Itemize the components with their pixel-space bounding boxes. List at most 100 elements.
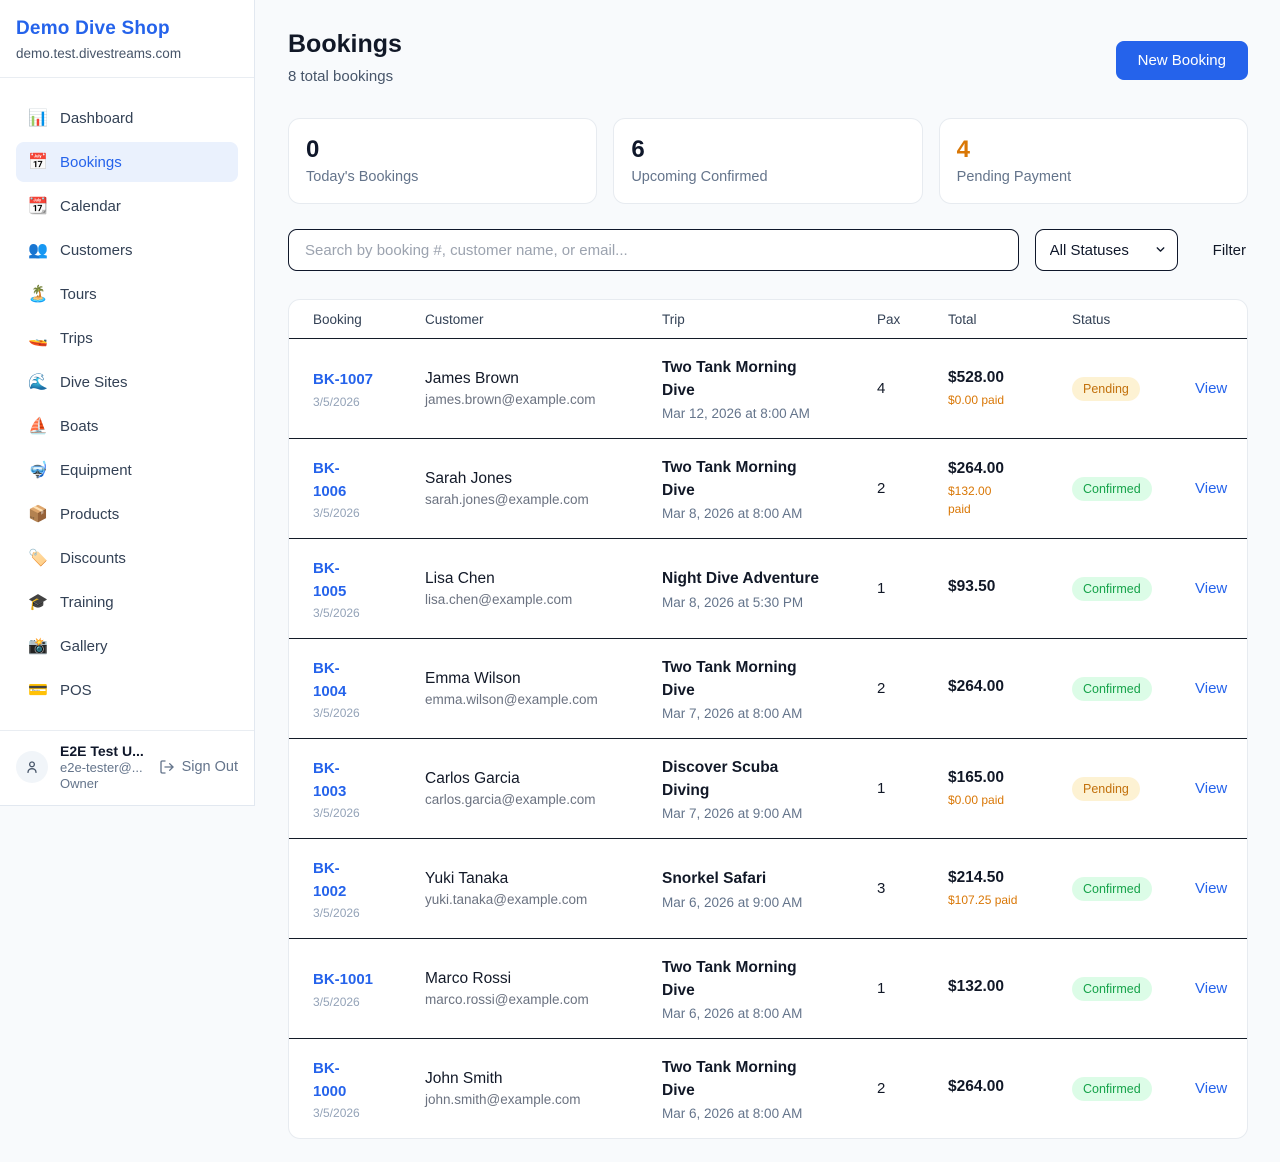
credit-card-icon: 💳 [28, 682, 48, 699]
stat-label: Upcoming Confirmed [631, 169, 768, 185]
sidebar-item-products[interactable]: 📦 Products [16, 494, 238, 534]
view-link[interactable]: View [1195, 379, 1228, 397]
calendar-date-icon: 📅 [28, 154, 48, 171]
person-icon [27, 761, 37, 773]
customer-email: yuki.tanaka@example.com [425, 892, 588, 907]
sidebar-item-label: Boats [60, 417, 99, 435]
table-row: BK- 1005 3/5/2026 Lisa Chen lisa.chen@ex… [289, 538, 1247, 638]
sidebar-item-bookings[interactable]: 📅 Bookings [16, 142, 238, 182]
paid-amount: $107.25 paid [948, 892, 1018, 907]
sidebar-item-trips[interactable]: 🚤 Trips [16, 318, 238, 358]
booking-id-link[interactable]: BK-1001 [313, 971, 374, 989]
status-badge: Confirmed [1072, 676, 1152, 701]
view-link[interactable]: View [1195, 679, 1228, 697]
sidebar-item-dashboard[interactable]: 📊 Dashboard [16, 98, 238, 138]
booking-date: 3/5/2026 [313, 606, 360, 621]
view-link[interactable]: View [1195, 879, 1228, 897]
trip-name: Two Tank Morning Dive [662, 658, 797, 699]
sign-out-button[interactable]: Sign Out [159, 759, 238, 775]
view-link[interactable]: View [1195, 479, 1228, 497]
trip-name: Two Tank Morning Dive [662, 1058, 797, 1099]
people-icon: 👥 [28, 242, 48, 259]
customer-email: lisa.chen@example.com [425, 592, 573, 607]
user-section: E2E Test U... e2e-tester@... Owner Sign … [0, 730, 254, 805]
search-input[interactable] [288, 229, 1019, 271]
sidebar-item-discounts[interactable]: 🏷️ Discounts [16, 538, 238, 578]
stats-row: 0 Today's Bookings 6 Upcoming Confirmed … [288, 118, 1248, 204]
table-row: BK- 1004 3/5/2026 Emma Wilson emma.wilso… [289, 638, 1247, 738]
total-amount: $165.00 [948, 768, 1005, 786]
island-icon: 🏝️ [28, 286, 48, 303]
col-status: Status [1072, 311, 1111, 327]
logout-icon [159, 760, 174, 774]
stat-card-pending-payment: 4 Pending Payment [938, 118, 1248, 204]
user-name: E2E Test U... [60, 743, 144, 759]
table-row: BK- 1002 3/5/2026 Yuki Tanaka yuki.tanak… [289, 838, 1247, 938]
sidebar-item-dive-sites[interactable]: 🌊 Dive Sites [16, 362, 238, 402]
total-amount: $264.00 [948, 459, 1005, 477]
booking-id-link[interactable]: BK- 1005 [313, 559, 347, 600]
booking-id-link[interactable]: BK- 1000 [313, 1059, 347, 1100]
sidebar-item-label: POS [60, 681, 92, 699]
sidebar-item-calendar[interactable]: 📆 Calendar [16, 186, 238, 226]
stat-label: Pending Payment [956, 169, 1072, 185]
pax-count: 2 [877, 480, 886, 497]
trip-time: Mar 8, 2026 at 8:00 AM [662, 506, 803, 522]
status-badge: Confirmed [1072, 1076, 1152, 1101]
booking-id-link[interactable]: BK-1007 [313, 371, 374, 389]
sidebar-item-label: Training [60, 593, 114, 611]
stat-card-todays-bookings: 0 Today's Bookings [288, 118, 598, 204]
col-booking: Booking [313, 311, 362, 327]
booking-id-link[interactable]: BK- 1004 [313, 659, 347, 700]
trip-name: Snorkel Safari [662, 870, 767, 888]
customer-name: Marco Rossi [425, 970, 512, 987]
pax-count: 3 [877, 880, 886, 897]
sidebar-item-gallery[interactable]: 📸 Gallery [16, 626, 238, 666]
booking-id-link[interactable]: BK- 1002 [313, 859, 347, 900]
status-badge: Pending [1072, 776, 1140, 801]
customer-email: sarah.jones@example.com [425, 492, 589, 507]
view-link[interactable]: View [1195, 579, 1228, 597]
sidebar-item-tours[interactable]: 🏝️ Tours [16, 274, 238, 314]
sidebar-item-equipment[interactable]: 🤿 Equipment [16, 450, 238, 490]
filter-row: All Statuses Filter [288, 229, 1248, 271]
sailboat-icon: ⛵ [28, 418, 48, 435]
sidebar-item-training[interactable]: 🎓 Training [16, 582, 238, 622]
bar-chart-icon: 📊 [28, 110, 48, 127]
sidebar-item-customers[interactable]: 👥 Customers [16, 230, 238, 270]
trip-time: Mar 6, 2026 at 8:00 AM [662, 1006, 803, 1022]
trip-time: Mar 6, 2026 at 9:00 AM [662, 894, 803, 910]
filter-button[interactable]: Filter [1212, 241, 1246, 259]
new-booking-button[interactable]: New Booking [1115, 41, 1248, 80]
customer-email: james.brown@example.com [425, 392, 596, 407]
view-link[interactable]: View [1195, 979, 1228, 997]
customer-name: Sarah Jones [425, 470, 513, 487]
sidebar-item-label: Tours [60, 285, 97, 303]
pax-count: 2 [877, 680, 886, 697]
view-link[interactable]: View [1195, 779, 1228, 797]
booking-date: 3/5/2026 [313, 506, 360, 521]
page-header: Bookings 8 total bookings New Booking [288, 30, 1248, 85]
view-link[interactable]: View [1195, 1079, 1228, 1097]
trip-name: Two Tank Morning Dive [662, 358, 797, 399]
page-title: Bookings [288, 30, 402, 58]
booking-date: 3/5/2026 [313, 906, 360, 921]
booking-date: 3/5/2026 [313, 806, 360, 821]
pax-count: 2 [877, 1080, 886, 1097]
speedboat-icon: 🚤 [28, 330, 48, 347]
customer-name: Yuki Tanaka [425, 870, 509, 887]
customer-email: marco.rossi@example.com [425, 992, 589, 1007]
bookings-table: Booking Customer Trip Pax Total Status B… [288, 299, 1248, 1139]
booking-id-link[interactable]: BK- 1003 [313, 759, 347, 800]
customer-email: john.smith@example.com [425, 1092, 581, 1107]
table-row: BK- 1006 3/5/2026 Sarah Jones sarah.jone… [289, 438, 1247, 538]
page-subtitle: 8 total bookings [288, 68, 394, 85]
customer-name: Emma Wilson [425, 670, 521, 687]
status-select[interactable]: All Statuses [1034, 229, 1178, 271]
paid-amount: $132.00 paid [948, 483, 992, 516]
sidebar-item-pos[interactable]: 💳 POS [16, 670, 238, 710]
sidebar-item-boats[interactable]: ⛵ Boats [16, 406, 238, 446]
booking-id-link[interactable]: BK- 1006 [313, 459, 347, 500]
status-badge: Confirmed [1072, 476, 1152, 501]
trip-time: Mar 7, 2026 at 9:00 AM [662, 806, 803, 822]
